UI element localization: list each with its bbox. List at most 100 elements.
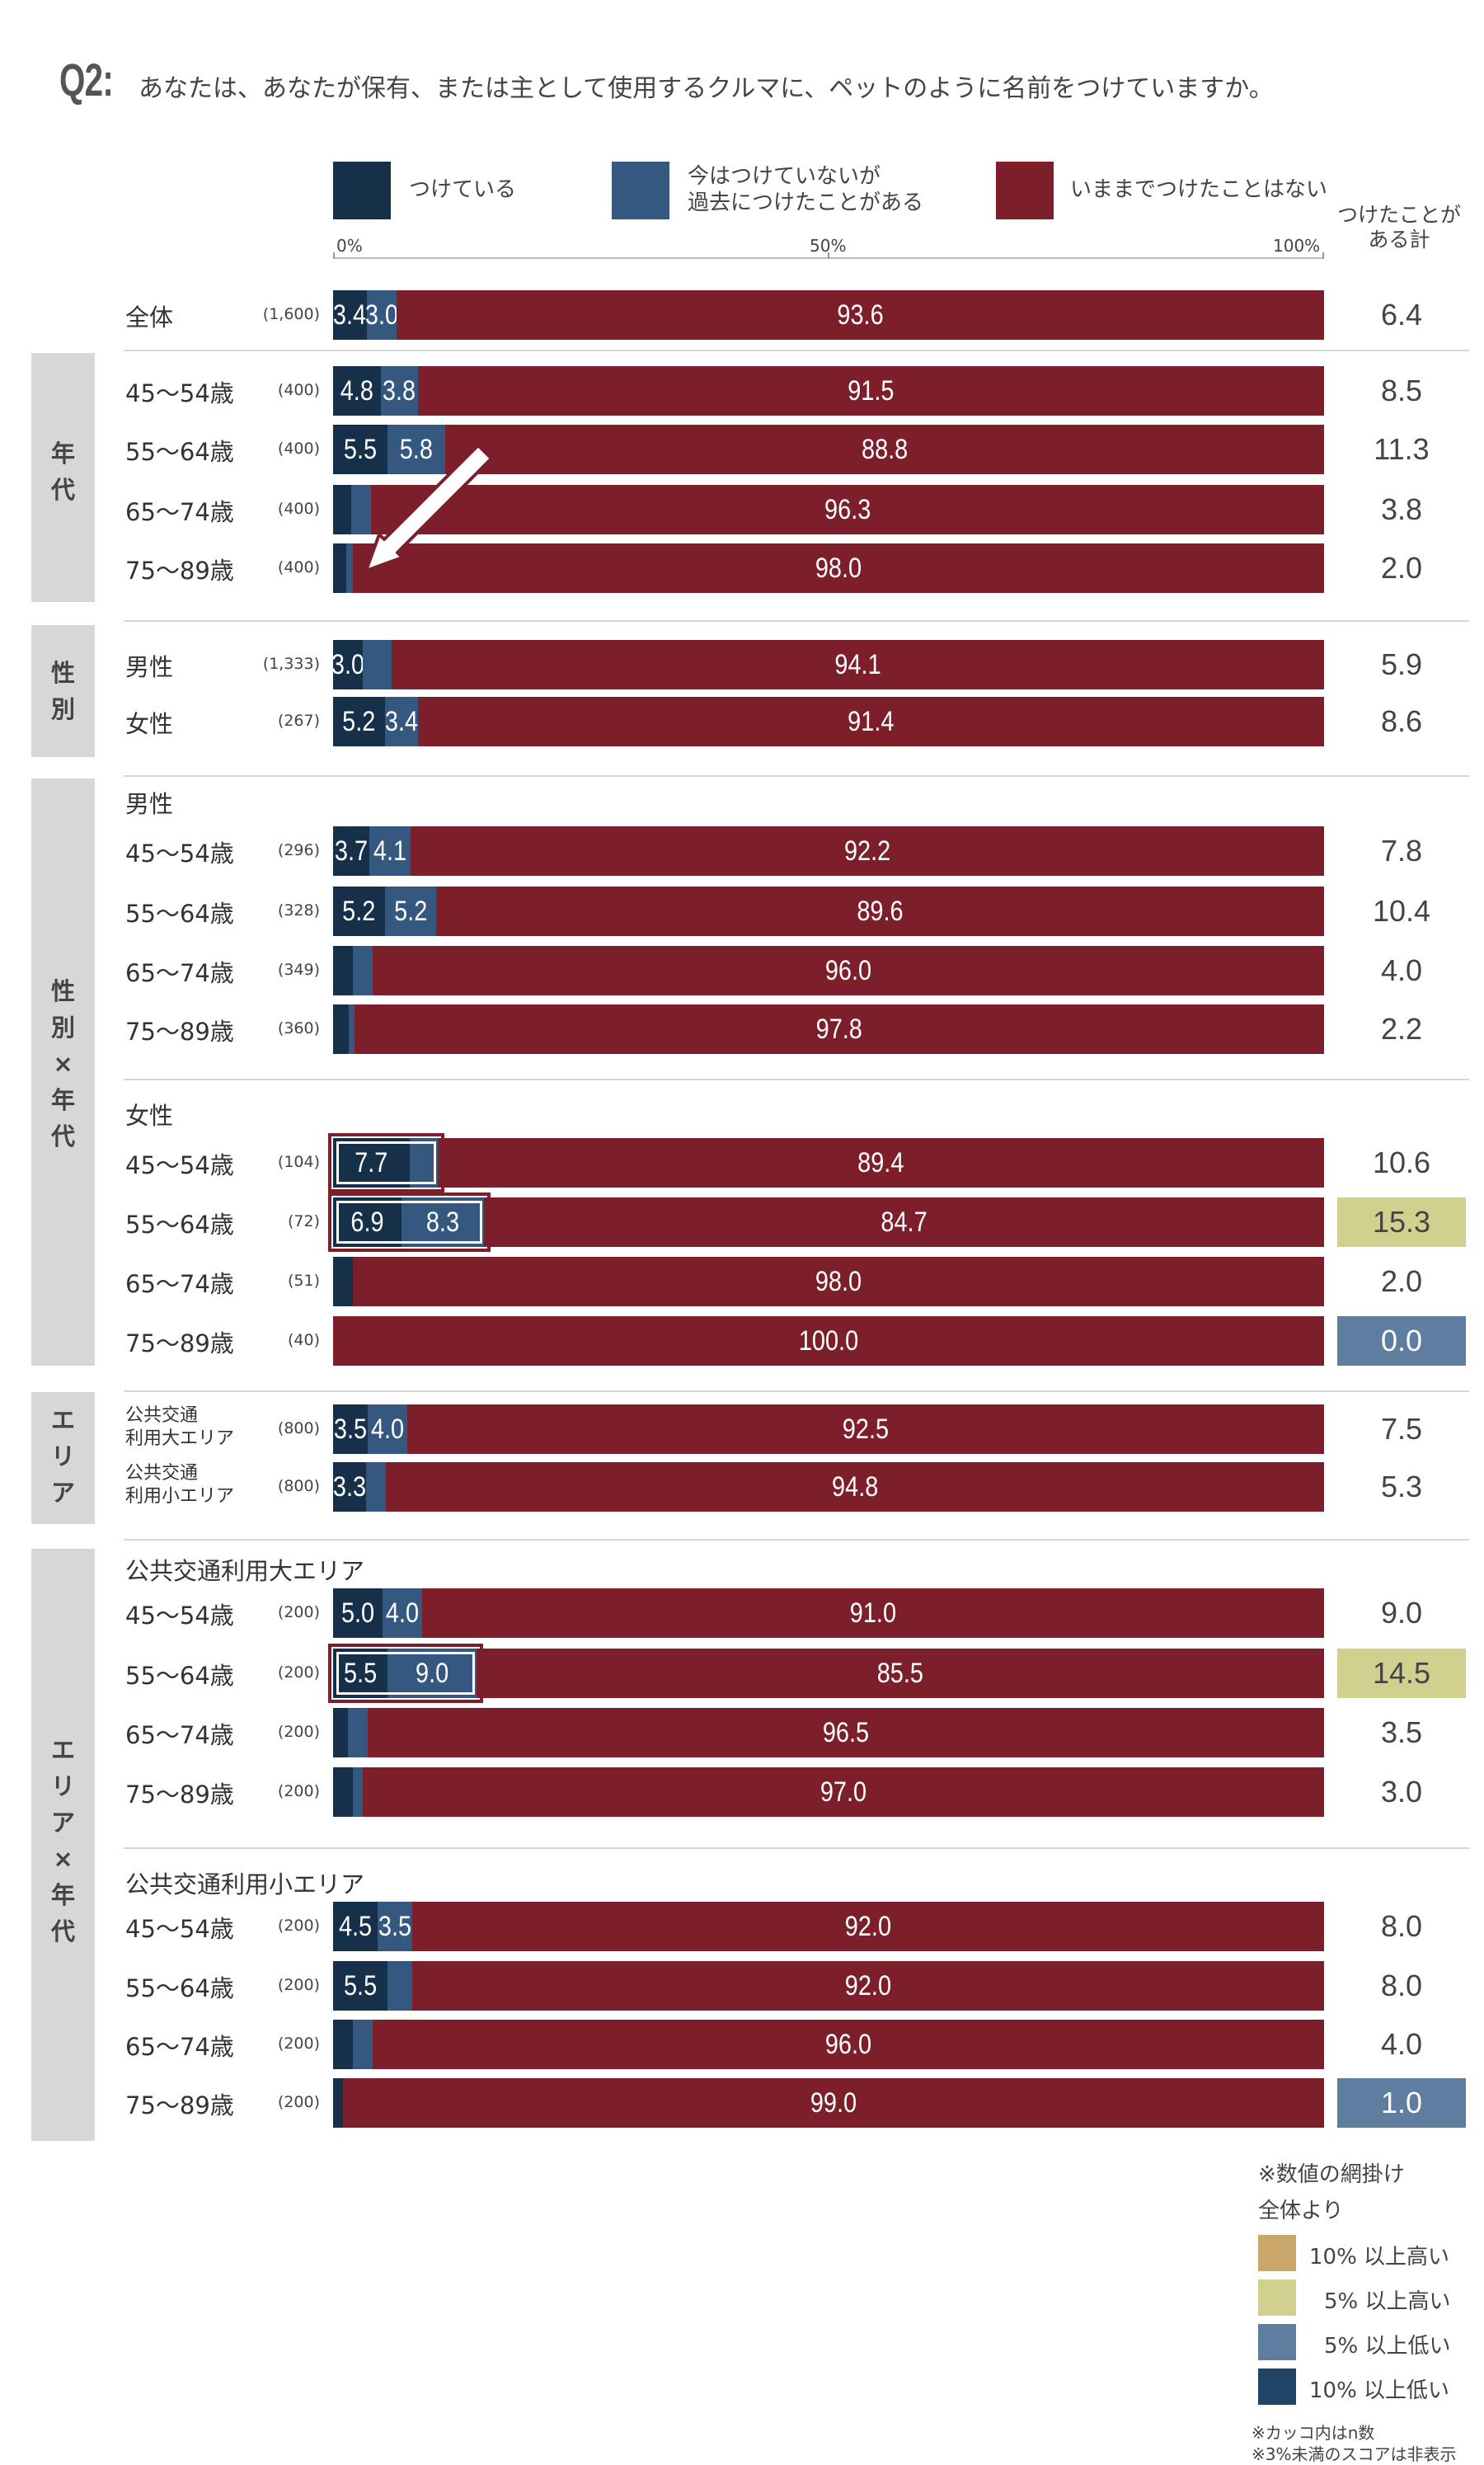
bar-value-label: 6.9 [350, 1206, 384, 1238]
bar-value-label: 89.4 [857, 1146, 904, 1178]
bar-segment-named [333, 1961, 388, 2011]
bar-segment-named [333, 697, 385, 746]
bar-segment-past [353, 946, 373, 995]
bar-value-label: 93.6 [837, 299, 884, 331]
row-n-count: (104) [277, 1153, 320, 1171]
stacked-bar: 96.0 [333, 2020, 1324, 2069]
row-label: 全体 [125, 303, 174, 332]
row-label: 45～54歳 [125, 1915, 234, 1943]
row-label: 公共交通 利用大エリア [125, 1405, 235, 1449]
bar-value-label: 5.2 [342, 895, 376, 927]
row-n-count: (349) [277, 961, 320, 979]
band-area-age: エ リ ア × 年 代 [31, 1549, 95, 2141]
bar-segment-past [348, 1708, 369, 1757]
row-total: 3.8 [1380, 492, 1423, 526]
bar-segment-named [333, 2078, 344, 2128]
axis-tick-mark [828, 252, 829, 259]
row-n-count: (1,333) [262, 655, 320, 673]
bar-segment-never [436, 887, 1324, 936]
bar-value-label: 3.0 [331, 648, 365, 680]
stacked-bar: 7.7 89.4 [333, 1138, 1324, 1188]
notes-title: ※数値の網掛け [1258, 2162, 1405, 2187]
bar-value-label: 96.0 [824, 954, 872, 986]
row-total: 10.6 [1372, 1145, 1431, 1179]
bar-segment-past [353, 1767, 364, 1817]
bar-value-label: 5.2 [342, 705, 376, 737]
subhead-small-area: 公共交通利用小エリア [125, 1870, 365, 1898]
bar-segment-named [333, 1462, 366, 1512]
row-n-count: (200) [277, 2093, 320, 2111]
bar-value-label: 99.0 [810, 2086, 857, 2119]
row-label: 55～64歳 [125, 900, 234, 928]
bar-value-label: 3.8 [383, 374, 416, 407]
bar-segment-past [384, 887, 436, 936]
bar-value-label: 5.5 [343, 433, 378, 465]
bar-value-label: 94.8 [831, 1470, 878, 1503]
row-label: 75～89歳 [125, 1329, 234, 1357]
band-gender-age: 性 別 × 年 代 [31, 779, 95, 1366]
row-n-count: (40) [287, 1331, 320, 1349]
bar-segment-named [333, 946, 354, 995]
bar-segment-named [333, 887, 385, 936]
stacked-bar: 96.0 [333, 946, 1324, 995]
row-label: 55～64歳 [125, 1974, 234, 2002]
bar-value-label: 5.5 [343, 1969, 378, 2002]
row-total: 3.0 [1380, 1775, 1423, 1809]
row-total: 8.0 [1380, 1909, 1423, 1943]
bar-segment-past [384, 697, 419, 746]
bar-segment-past [349, 1004, 355, 1054]
stacked-bar: 4.8 3.8 91.5 [333, 366, 1324, 416]
stacked-bar: 99.0 [333, 2078, 1324, 2128]
bar-segment-named [333, 366, 381, 416]
subhead-male: 男性 [125, 790, 174, 818]
bar-segment-named [333, 425, 388, 474]
bar-segment-never [418, 697, 1324, 746]
bar-segment-past [353, 2020, 373, 2069]
stacked-bar: 100.0 [333, 1316, 1324, 1366]
row-label: 65～74歳 [125, 2033, 234, 2061]
note-swatch-low10 [1258, 2369, 1296, 2405]
row-total: 2.0 [1380, 551, 1423, 585]
row-n-count: (51) [287, 1272, 320, 1290]
bar-segment-never [373, 946, 1324, 995]
row-total: 11.3 [1374, 432, 1430, 466]
note-label-low10: 10% 以上低い [1309, 2378, 1450, 2403]
legend-label-past: 今はつけていないが 過去につけたことがある [688, 164, 924, 215]
band-gender-label: 性 別 [50, 659, 75, 723]
bar-segment-named [333, 640, 364, 689]
row-total: 7.5 [1380, 1412, 1423, 1446]
row-total: 5.3 [1380, 1470, 1423, 1503]
question-text: あなたは、あなたが保有、または主として使用するクルマに、ペットのように名前をつけ… [139, 74, 1274, 103]
bar-segment-past [387, 1961, 413, 2011]
question-number: Q2: [59, 54, 114, 106]
bar-value-label: 4.0 [371, 1413, 405, 1445]
bar-segment-past [402, 1197, 484, 1247]
row-total: 3.5 [1380, 1715, 1423, 1749]
stacked-bar: 5.5 9.0 85.5 [333, 1649, 1324, 1698]
bar-segment-past [350, 485, 371, 534]
row-n-count: (72) [287, 1212, 320, 1230]
bar-value-label: 4.1 [373, 835, 407, 867]
stacked-bar: 3.7 4.1 92.2 [333, 826, 1324, 876]
bar-segment-never [373, 2020, 1324, 2069]
bar-segment-never [385, 1462, 1324, 1512]
bar-segment-past [378, 1902, 413, 1951]
row-label: 75～89歳 [125, 2091, 234, 2119]
bar-value-label: 91.0 [849, 1597, 897, 1629]
footnote-n: ※カッコ内はn数 [1252, 2423, 1375, 2443]
row-n-count: (296) [277, 841, 320, 859]
bar-value-label: 92.0 [844, 1910, 892, 1942]
row-label: 男性 [125, 653, 174, 681]
row-n-count: (400) [277, 440, 320, 458]
row-label: 75～89歳 [125, 557, 234, 585]
bar-value-label: 88.8 [861, 433, 908, 465]
bar-value-label: 3.7 [335, 835, 369, 867]
band-gender-age-label: 性 別 × 年 代 [50, 977, 75, 1150]
highlight-box [328, 1193, 491, 1252]
subhead-large-area: 公共交通利用大エリア [125, 1557, 365, 1585]
note-label-low5: 5% 以上低い [1324, 2334, 1451, 2359]
separator [124, 1847, 1469, 1849]
band-age-label: 年 代 [50, 440, 75, 504]
bar-segment-past [368, 1404, 408, 1454]
band-age: 年 代 [31, 353, 95, 602]
